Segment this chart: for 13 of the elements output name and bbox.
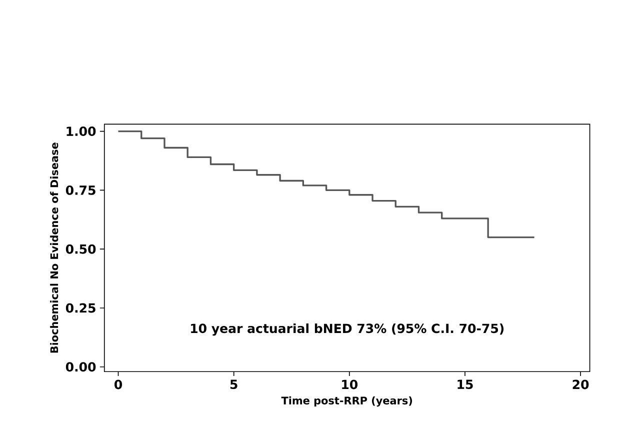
y-tick-label: 1.00: [66, 126, 96, 136]
x-tick-label: 5: [230, 380, 238, 390]
x-tick-label: 20: [572, 380, 589, 390]
y-tick-label: 0.00: [66, 362, 96, 372]
x-tick-label: 15: [458, 380, 473, 390]
x-axis-title: Time post-RRP (years): [281, 396, 412, 407]
x-tick-label: 10: [342, 380, 358, 390]
y-tick-label: 0.50: [66, 244, 96, 254]
y-tick-label: 0.75: [66, 186, 96, 196]
annotation: 10 year actuarial bNED 73% (95% C.I. 70-75): [191, 324, 504, 336]
y-axis-title: Biochemical No Evidence of Disease: [50, 142, 58, 353]
x-tick-label: 0: [114, 380, 122, 390]
y-tick-label: 0.25: [66, 303, 96, 313]
